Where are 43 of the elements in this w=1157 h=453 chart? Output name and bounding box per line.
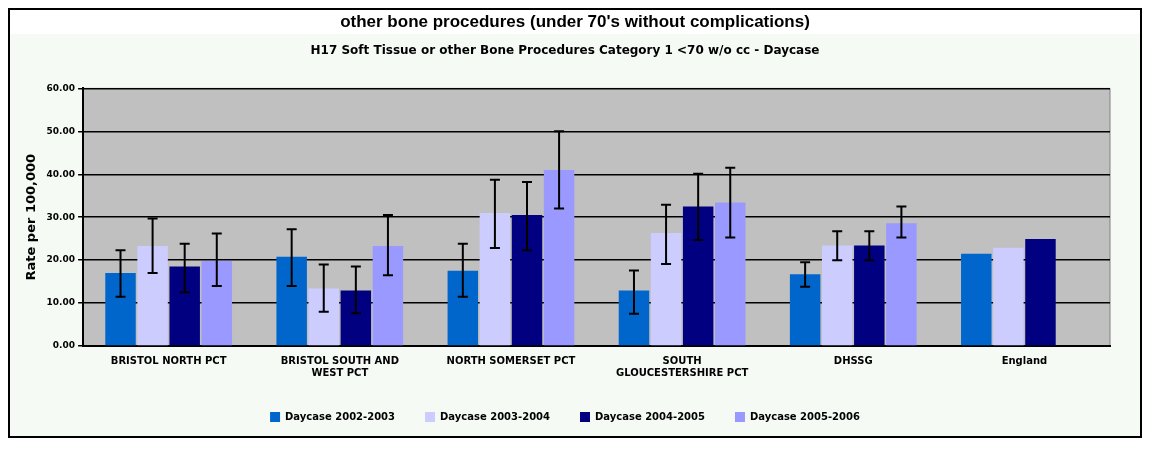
bar xyxy=(715,202,746,346)
y-tick-label: 40.00 xyxy=(46,168,76,179)
bar xyxy=(682,206,714,346)
bar xyxy=(137,245,168,346)
bar xyxy=(993,247,1024,346)
legend-label: Daycase 2002-2003 xyxy=(285,410,396,422)
bar xyxy=(618,290,650,346)
bar xyxy=(650,233,682,346)
legend-label: Daycase 2005-2006 xyxy=(749,410,860,422)
y-tick-label: 0.00 xyxy=(52,340,76,351)
bar xyxy=(821,245,853,346)
y-tick-label: 30.00 xyxy=(46,211,76,222)
x-tick-label: England xyxy=(1001,354,1048,366)
bar xyxy=(1025,239,1056,346)
bar xyxy=(543,169,575,346)
bar xyxy=(372,245,404,346)
y-axis-title: Rate per 100,000 xyxy=(23,153,39,281)
text: other bone procedures (under 70's without complications) xyxy=(10,10,1140,34)
x-tick-label: NORTH SOMERSET PCT xyxy=(446,354,576,366)
bar xyxy=(479,212,511,346)
legend-label: Daycase 2003-2004 xyxy=(440,410,551,422)
bar xyxy=(511,215,543,346)
y-tick-label: 20.00 xyxy=(46,254,76,265)
bar xyxy=(169,266,200,346)
y-tick-label: 50.00 xyxy=(46,125,76,136)
y-tick-label: 60.00 xyxy=(46,82,76,93)
bar xyxy=(789,274,821,346)
bar xyxy=(886,223,917,346)
bar xyxy=(854,245,885,346)
chart-title: H17 Soft Tissue or other Bone Procedures Category 1 <70 w/o cc - Daycase xyxy=(310,43,820,58)
x-tick-label: BRISTOL SOUTH AND WEST PCT xyxy=(280,354,399,378)
legend-label: Daycase 2004-2005 xyxy=(595,410,706,422)
x-tick-label: BRISTOL NORTH PCT xyxy=(110,354,227,366)
x-tick-label: DHSSG xyxy=(833,354,873,366)
y-tick-label: 10.00 xyxy=(46,297,76,308)
bar xyxy=(105,273,136,346)
bar xyxy=(201,260,233,346)
bar xyxy=(276,256,307,346)
bar xyxy=(447,270,479,346)
bar xyxy=(961,253,992,346)
bar xyxy=(340,290,372,346)
bar xyxy=(308,288,339,346)
x-tick-label: SOUTH GLOUCESTERSHIRE PCT xyxy=(615,354,749,378)
